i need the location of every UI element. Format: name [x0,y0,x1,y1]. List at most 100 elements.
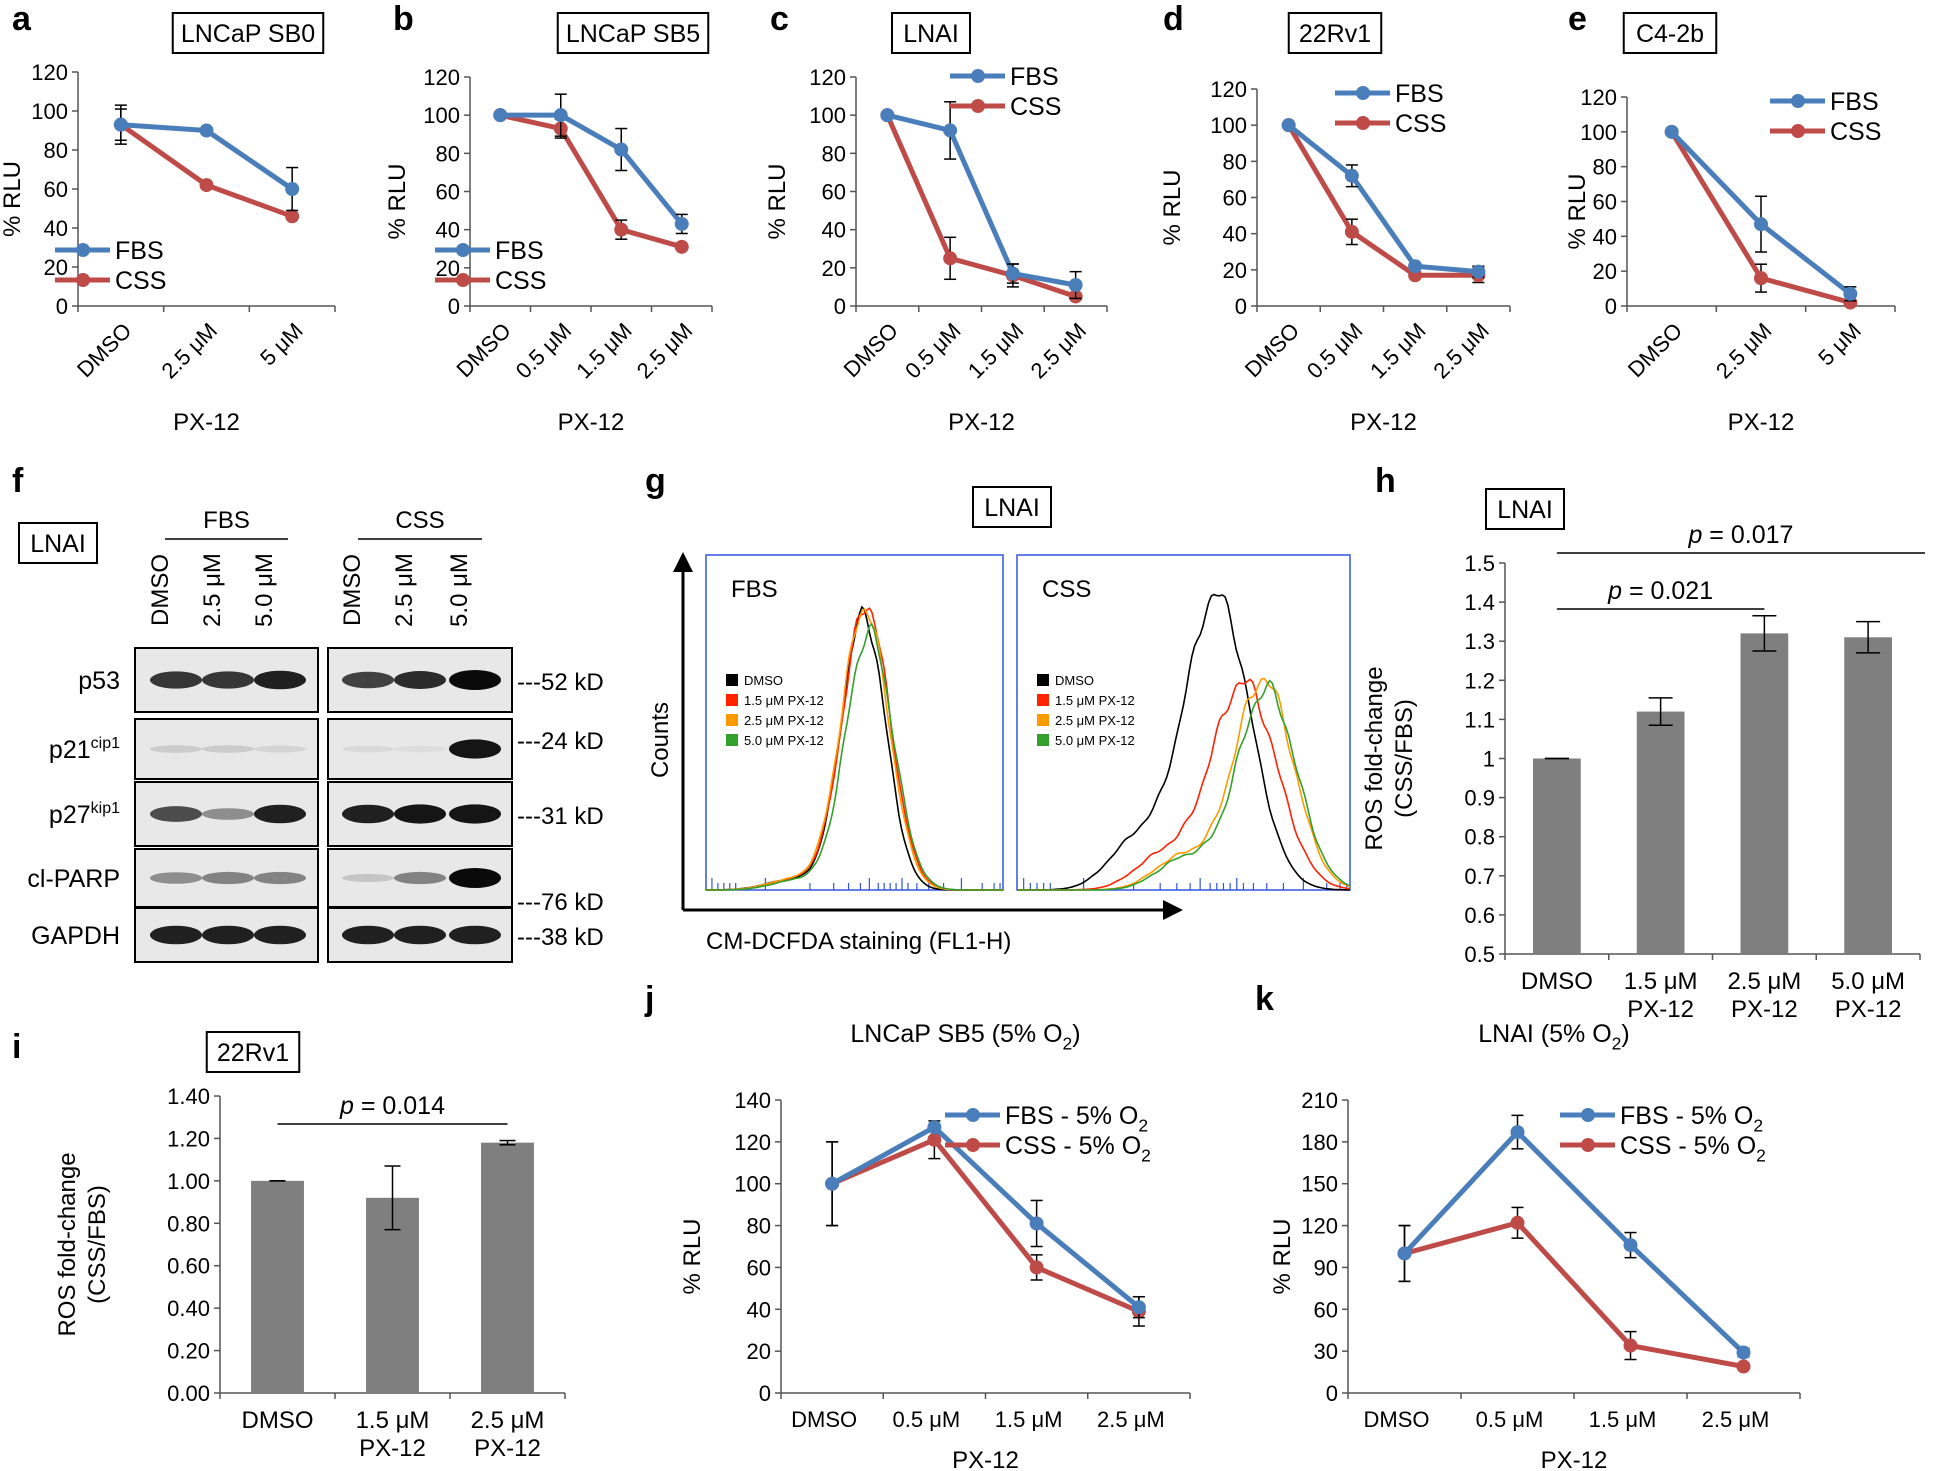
legend-label-j-1: CSS - 5% O2 [1005,1132,1151,1166]
legend-label-k-1-sub: 2 [1756,1146,1766,1166]
blot-protein-name: p27 [49,801,91,829]
legend-label-c: FBS [1010,63,1059,91]
legend-label-b: CSS [495,267,546,295]
data-point-k-0 [1510,1125,1525,1140]
legend-label-e: FBS [1830,88,1879,116]
blot-band [254,670,306,690]
flow-legend-swatch [1037,714,1049,726]
data-point-b-0 [493,108,508,123]
y-tick-label-a: 60 [44,177,68,202]
blot-protein-name: GAPDH [31,922,120,950]
chart-title-j-sub: 2 [1063,1034,1073,1054]
y-tick-label-j: 120 [734,1130,771,1155]
bar-i [481,1142,534,1393]
y-axis-label-h: ROS fold-change [1361,666,1388,850]
panel-letter-c: c [770,0,789,38]
legend-label-j-1-sub: 2 [1141,1146,1151,1166]
y-tick-label-c: 0 [834,294,846,319]
flow-legend-label: DMSO [744,673,783,688]
blot-band [449,670,501,690]
bar-h [1533,758,1581,954]
y-tick-label-h: 0.7 [1464,864,1495,889]
chart-title-j-end: ) [1072,1020,1080,1048]
legend-marker-j [966,1138,980,1152]
y-tick-label-i: 0.40 [167,1296,210,1321]
series-line-j-0 [830,1124,1141,1310]
significance-label-h: p = 0.017 [1687,521,1793,549]
legend-label-k-0: FBS - 5% O2 [1620,1102,1763,1136]
flow-legend-swatch [726,694,738,706]
x-tick-label-b: 0.5 μM [511,318,577,384]
y-tick-label-e: 120 [1580,85,1617,110]
blot-protein-label: p53 [78,667,120,695]
legend-marker-e [1791,94,1805,108]
x-tick-label-i: PX-12 [359,1435,426,1462]
panel-letter-j: j [644,980,654,1018]
data-point-k-0 [1623,1238,1638,1253]
x-tick-label-e: 5 μM [1813,318,1866,371]
data-point-b-0 [674,216,689,231]
y-tick-label-j: 100 [734,1172,771,1197]
blot-band [394,745,446,753]
panel-letter-h: h [1375,462,1396,500]
y-tick-label-h: 1.1 [1464,707,1495,732]
legend-marker-e [1791,124,1805,138]
flow-legend-label: DMSO [1055,673,1094,688]
blot-band [150,925,202,945]
x-axis-label-b: PX-12 [558,409,625,436]
legend-label-c: CSS [1010,93,1061,121]
y-tick-label-b: 60 [436,180,460,205]
x-tick-label-k: 1.5 μM [1589,1407,1657,1432]
p-value: = 0.021 [1622,577,1713,605]
x-axis-label-d: PX-12 [1350,409,1417,436]
blot-band [394,925,446,945]
blot-band [150,806,202,822]
y-tick-label-e: 20 [1593,259,1617,284]
x-tick-label-d: 0.5 μM [1302,318,1368,384]
series-line-j-1 [831,1136,1140,1314]
flow-legend-swatch [1037,674,1049,686]
y-tick-label-b: 0 [448,294,460,319]
series-line-c-0 [886,112,1077,288]
legend-marker-d [1356,86,1370,100]
series-line-d-1 [1286,123,1479,278]
y-tick-label-k: 180 [1301,1130,1338,1155]
blot-protein-label: p21cip1 [49,735,120,764]
blot-band [254,871,306,885]
flow-subpanel-label: FBS [731,576,778,603]
legend-label-k-1: CSS - 5% O2 [1620,1132,1766,1166]
p-symbol: p [339,1092,354,1120]
panel-letter-g: g [645,462,666,500]
legend-marker-j [966,1108,980,1122]
y-tick-label-c: 120 [809,65,846,90]
y-tick-label-h: 0.5 [1464,942,1495,967]
x-tick-label-d: DMSO [1240,318,1304,382]
series-line-b-0 [500,112,684,226]
blot-marker-label: ---24 kD [517,728,604,755]
y-tick-label-e: 60 [1593,190,1617,215]
blot-band [342,745,394,753]
x-axis-label-c: PX-12 [948,409,1015,436]
y-tick-label-b: 100 [423,103,460,128]
flow-legend-swatch [1037,694,1049,706]
flow-x-label: CM-DCFDA staining (FL1-H) [706,928,1011,955]
x-tick-label-b: 1.5 μM [571,318,637,384]
data-point-d-0 [1471,264,1486,279]
flow-x-arrowhead [1163,900,1183,920]
data-point-c-1 [943,251,958,266]
panel-letter-f: f [12,462,24,500]
chart-title-c-box [891,12,971,54]
blot-protein-name: cl-PARP [27,865,120,893]
blot-band [150,671,202,689]
legend-label-j-0-sub: 2 [1138,1116,1148,1136]
flow-histogram-3 [1017,679,1351,891]
chart-title-d-box [1287,12,1383,54]
blot-marker-label: ---31 kD [517,803,604,830]
chart-title-i-box [205,1031,301,1073]
y-tick-label-d: 40 [1223,222,1247,247]
y-tick-label-b: 120 [423,65,460,90]
y-tick-label-c: 80 [822,141,846,166]
blot-cell-line: LNAI [30,530,86,558]
data-point-k-1 [1736,1359,1751,1374]
